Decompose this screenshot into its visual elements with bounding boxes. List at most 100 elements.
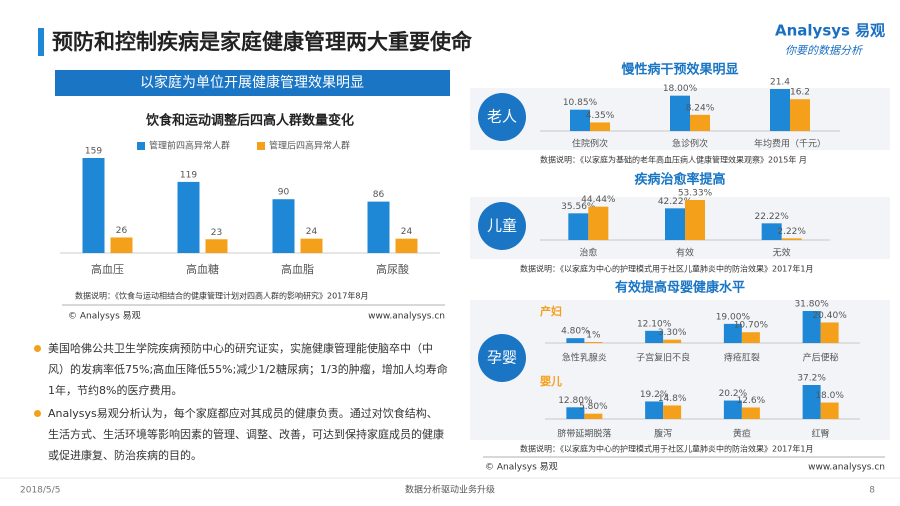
chart-title: 饮食和运动调整后四高人群数量变化 xyxy=(145,113,354,129)
bar xyxy=(741,332,760,343)
x-tick-label: 治愈 xyxy=(579,247,597,259)
banner-text: 以家庭为单位开展健康管理效果明显 xyxy=(140,74,364,91)
data-label: 16.2 xyxy=(790,88,810,98)
bar xyxy=(568,213,589,240)
x-tick-label: 高尿酸 xyxy=(376,262,409,276)
bar xyxy=(82,158,105,253)
legend-swatch xyxy=(137,142,145,150)
data-label: 4.35% xyxy=(586,111,615,121)
bullet-text: 美国哈佛公共卫生学院疾病预防中心的研究证实，实施健康管理能使脑卒中（中风）的发病… xyxy=(48,342,448,397)
x-tick-label: 急性乳腺炎 xyxy=(562,352,607,364)
data-label: 20.40% xyxy=(812,311,847,321)
bar xyxy=(820,402,839,419)
bar xyxy=(570,109,590,131)
data-label: 2.22% xyxy=(777,227,806,237)
bullet: Analysys易观分析认为，每个家庭都应对其成员的健康负责。通过对饮食结构、生… xyxy=(34,403,448,466)
bar xyxy=(395,238,418,253)
bar xyxy=(723,400,742,419)
data-label: 19.00% xyxy=(716,312,751,322)
data-label: 8.24% xyxy=(686,103,715,113)
bar xyxy=(685,200,705,240)
x-tick-label: 黄疸 xyxy=(733,428,751,440)
data-label: 4.80% xyxy=(561,327,590,337)
chart-title: 慢性病干预效果明显 xyxy=(621,62,738,78)
footer-slogan: 数据分析驱动业务升级 xyxy=(405,484,495,496)
data-label: 12.10% xyxy=(637,319,672,329)
bar xyxy=(588,206,609,240)
bar xyxy=(761,223,782,240)
row-label: 老人 xyxy=(487,108,517,126)
bar xyxy=(584,341,603,343)
title-accent xyxy=(38,28,44,56)
data-label: 10.70% xyxy=(734,321,769,331)
bar xyxy=(645,330,664,343)
x-tick-label: 腹泻 xyxy=(654,428,672,440)
row-badge xyxy=(478,202,526,250)
chart-subtitle: 产妇 xyxy=(540,304,562,318)
row-label: 孕婴 xyxy=(487,349,517,367)
data-label: 24 xyxy=(306,227,318,237)
bar xyxy=(663,405,682,419)
x-tick-label: 产后便秘 xyxy=(803,352,839,364)
bar xyxy=(802,385,821,419)
credit: © Analysys 易观 xyxy=(485,462,558,473)
bar xyxy=(590,122,610,131)
data-label: 119 xyxy=(180,170,197,180)
x-tick-label: 红臀 xyxy=(812,428,830,440)
x-tick-label: 急诊例次 xyxy=(672,138,708,150)
bar xyxy=(670,95,690,131)
x-tick-label: 高血压 xyxy=(91,262,124,276)
row-badge xyxy=(478,334,526,382)
chart-title: 疾病治愈率提高 xyxy=(634,172,725,188)
x-tick-label: 无效 xyxy=(773,247,791,259)
bar xyxy=(177,181,200,253)
logo-slogan: 你要的数据分析 xyxy=(785,44,864,57)
data-label: 19.2% xyxy=(640,390,669,400)
logo: Analysys 易观 xyxy=(775,22,885,40)
chart-subtitle: 婴儿 xyxy=(540,375,562,388)
data-label: 159 xyxy=(85,147,102,157)
x-tick-label: 住院例次 xyxy=(572,138,608,150)
bar xyxy=(790,99,810,131)
chart-title: 有效提高母婴健康水平 xyxy=(615,280,745,296)
credit: www.analysys.cn xyxy=(808,463,885,473)
data-label: 10.85% xyxy=(563,98,598,108)
data-label: 86 xyxy=(373,190,385,200)
bar xyxy=(367,201,390,253)
bar xyxy=(723,323,742,343)
data-label: 35.56% xyxy=(561,202,596,212)
source-note: 数据说明：《以家庭为基础的老年高血压病人健康管理效果观察》2015年 月 xyxy=(540,155,807,165)
data-label: 53.33% xyxy=(678,189,713,199)
data-label: 18.0% xyxy=(815,391,844,401)
data-label: 24 xyxy=(401,227,413,237)
source-note: 数据说明：《以家庭为中心的护理模式用于社区儿童肺炎中的防治效果》2017年1月 xyxy=(520,264,813,274)
data-label: 44.44% xyxy=(581,195,616,205)
row-badge xyxy=(478,93,526,141)
page-number: 8 xyxy=(869,486,875,496)
legend-swatch xyxy=(257,142,265,150)
bullet-text: Analysys易观分析认为，每个家庭都应对其成员的健康负责。通过对饮食结构、生… xyxy=(48,407,444,462)
credit: www.analysys.cn xyxy=(368,312,445,322)
data-label: 12.6% xyxy=(737,396,766,406)
data-label: 14.8% xyxy=(658,394,687,404)
data-label: 23 xyxy=(211,228,222,238)
data-label: 12.80% xyxy=(558,396,593,406)
data-label: 20.2% xyxy=(719,389,748,399)
bar xyxy=(110,237,133,253)
x-tick-label: 子宫复旧不良 xyxy=(636,352,690,364)
x-tick-label: 痔疮肛裂 xyxy=(724,352,760,364)
footer-date: 2018/5/5 xyxy=(20,486,60,496)
bar xyxy=(820,322,839,343)
bar xyxy=(741,407,760,419)
source-note: 数据说明：《以家庭为中心的护理模式用于社区儿童肺炎中的防治效果》2017年1月 xyxy=(520,444,813,454)
bar xyxy=(584,413,603,419)
data-label: 21.4 xyxy=(770,78,790,88)
x-tick-label: 脐带延期脱落 xyxy=(557,428,611,440)
page-title: 预防和控制疾病是家庭健康管理两大重要使命 xyxy=(52,30,473,54)
legend-label: 管理前四高异常人群 xyxy=(149,140,230,152)
data-label: 37.2% xyxy=(797,374,826,384)
data-label: 31.80% xyxy=(794,300,829,310)
data-label: 18.00% xyxy=(663,84,698,94)
row-label: 儿童 xyxy=(487,217,517,235)
